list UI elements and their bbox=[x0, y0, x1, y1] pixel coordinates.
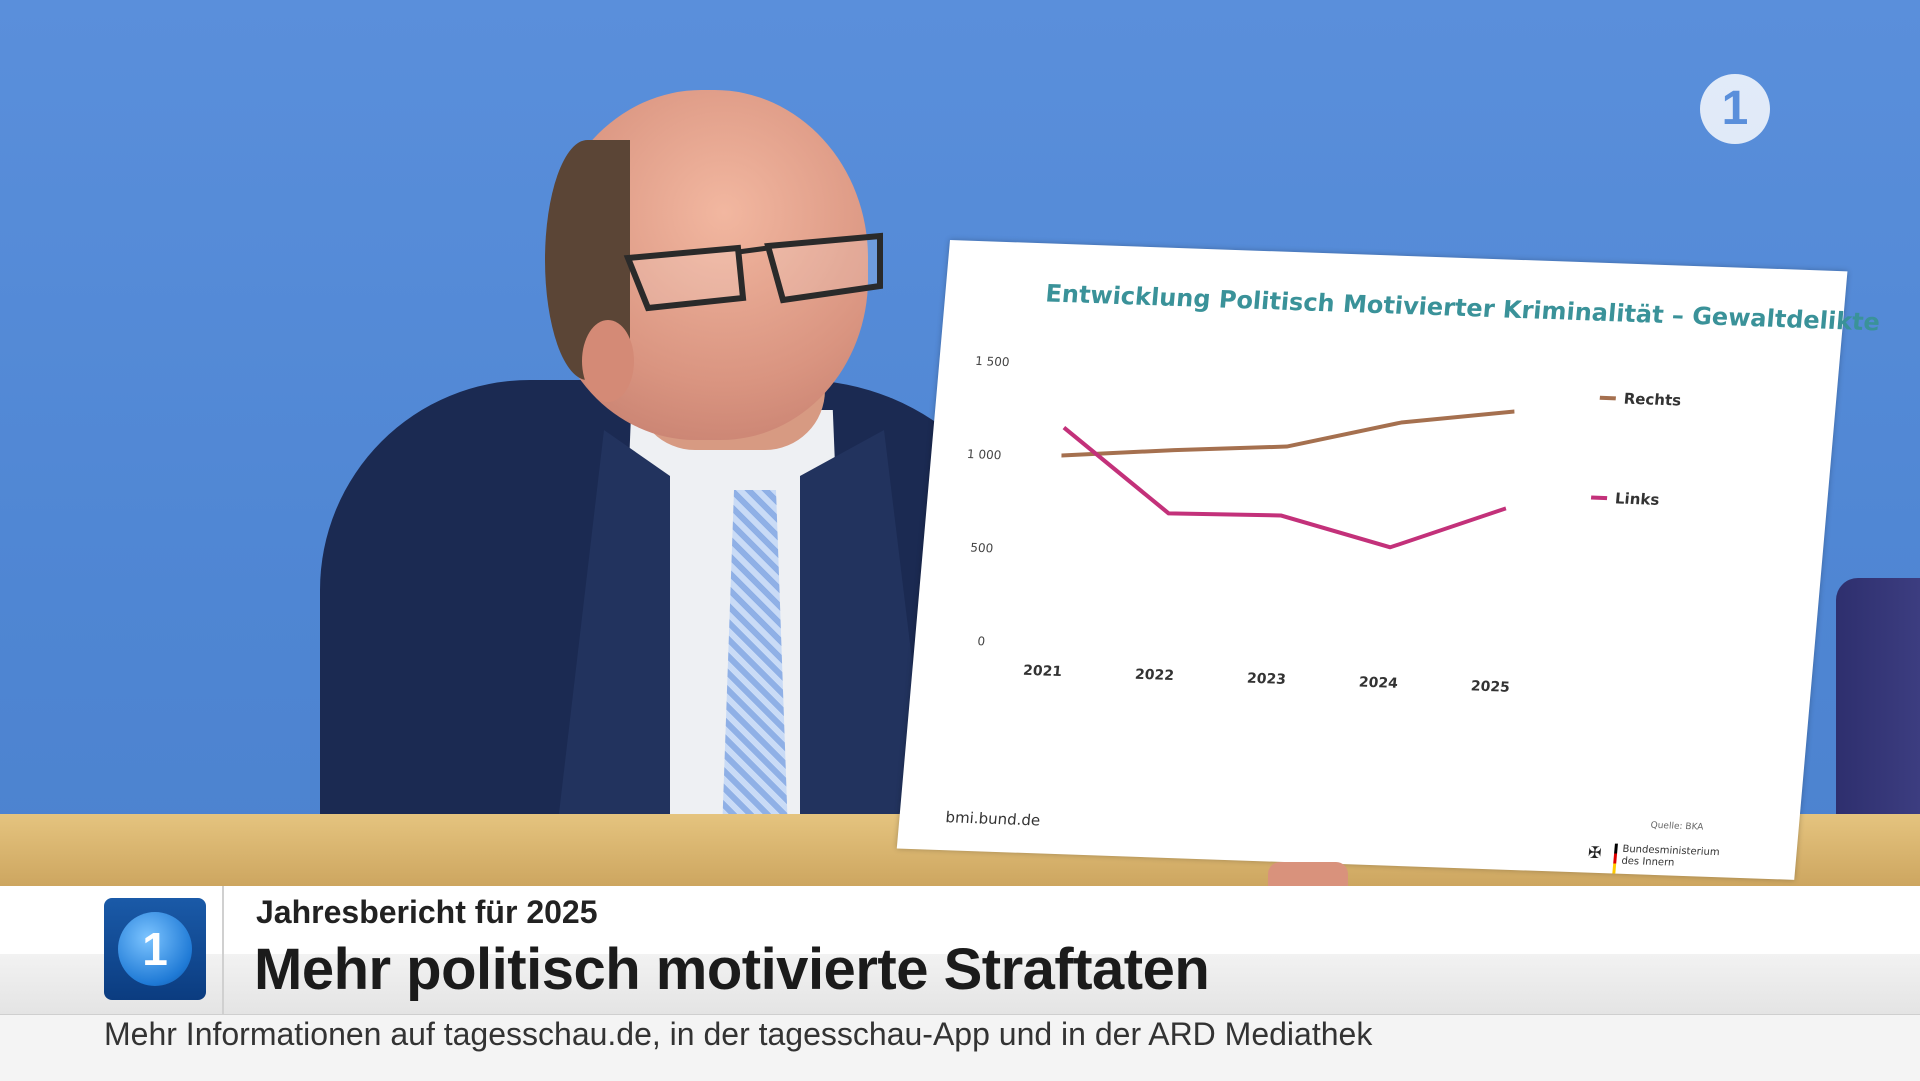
tagesschau-logo-icon: 1 bbox=[104, 898, 206, 1000]
x-tick-label: 2021 bbox=[1022, 663, 1062, 680]
y-tick-label: 1 500 bbox=[975, 354, 1011, 369]
channel-logo-icon: 1 bbox=[1700, 74, 1770, 144]
chart-source: Quelle: BKA bbox=[1650, 820, 1704, 833]
hand bbox=[1268, 862, 1348, 886]
ticker-bar bbox=[0, 1014, 1920, 1081]
y-tick-label: 0 bbox=[977, 634, 986, 648]
kicker-text: Jahresbericht für 2025 bbox=[256, 894, 598, 930]
series-line-rechts bbox=[1061, 409, 1515, 458]
legend-label: Rechts bbox=[1623, 390, 1682, 410]
x-tick-label: 2022 bbox=[1134, 667, 1174, 684]
logo-globe: 1 bbox=[118, 912, 192, 986]
board-url: bmi.bund.de bbox=[944, 808, 1041, 830]
headline-text: Mehr politisch motivierte Straftaten bbox=[254, 937, 1210, 1002]
ticker-text: Mehr Informationen auf tagesschau.de, in… bbox=[104, 1016, 1373, 1052]
legend-swatch bbox=[1599, 395, 1616, 401]
eagle-icon: ✠ bbox=[1587, 842, 1603, 863]
flag-stripe bbox=[1612, 843, 1618, 874]
lower-third-top bbox=[0, 886, 1920, 954]
x-tick-label: 2024 bbox=[1358, 675, 1399, 692]
lower-third-main bbox=[0, 954, 1920, 1014]
y-tick-label: 1 000 bbox=[966, 447, 1002, 462]
ear bbox=[582, 320, 634, 402]
lower-third-divider bbox=[222, 886, 224, 1014]
ministry-logo: ✠ Bundesministerium des Innern bbox=[1586, 841, 1739, 880]
legend-swatch bbox=[1590, 495, 1608, 501]
x-tick-label: 2025 bbox=[1470, 678, 1510, 695]
line-chart: 1 500 1 000 500 0 2021 2022 2023 2024 2025 Rechts… bbox=[966, 354, 1682, 696]
glasses bbox=[623, 232, 883, 312]
y-tick-label: 500 bbox=[970, 541, 994, 556]
legend-label: Links bbox=[1614, 489, 1660, 508]
chart-board: Entwicklung Politisch Motivierter Krimin… bbox=[896, 240, 1881, 880]
series-line-links bbox=[1062, 425, 1507, 550]
x-tick-label: 2023 bbox=[1246, 671, 1286, 688]
